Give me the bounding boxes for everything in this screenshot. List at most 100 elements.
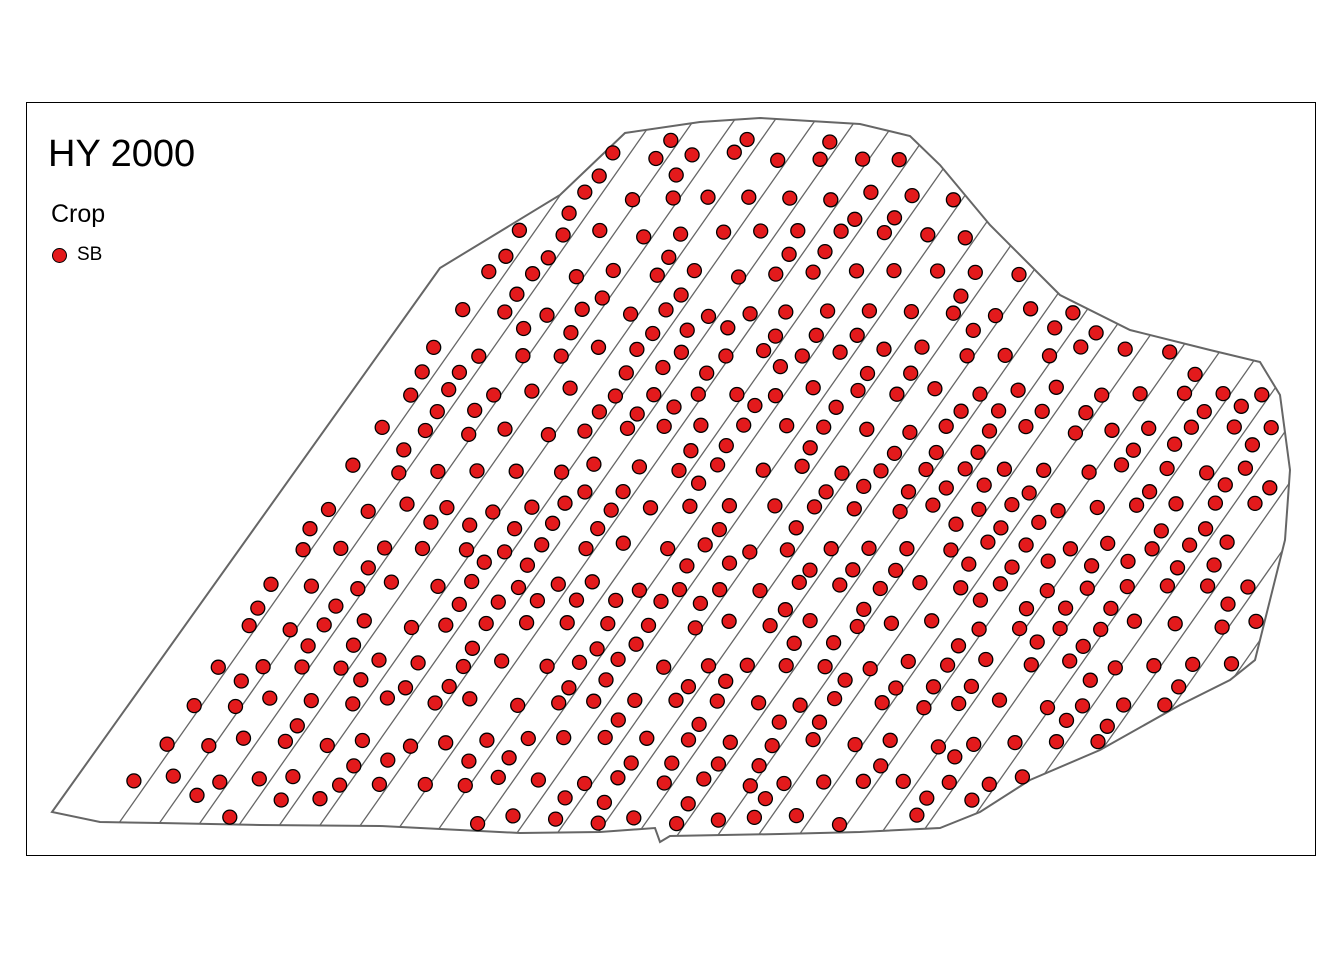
sample-point [462,691,478,707]
sample-point [505,808,521,824]
legend-swatch-sb [52,247,67,263]
sample-point [524,383,540,399]
strip-line [544,118,1067,842]
sample-point [403,387,419,403]
sample-point [624,192,641,208]
sample-point [819,303,836,319]
sample-point [1010,382,1026,398]
sample-point [687,620,703,636]
sample-point [951,695,967,712]
sample-point [1233,398,1249,414]
sample-point [571,654,588,671]
sample-point [636,229,652,245]
sample-point [721,555,738,571]
sample-point [561,680,577,696]
sample-point [441,678,457,695]
sample-point [847,736,863,753]
sample-point [859,365,876,382]
sample-point [600,615,616,632]
sample-point [767,498,783,514]
sample-point [992,576,1009,592]
sample-point [971,621,987,637]
sample-point [464,640,481,656]
sample-point [680,732,697,748]
sample-point [1187,366,1203,383]
sample-point [781,246,797,262]
sample-point [726,144,742,160]
sample-point [888,680,904,696]
sample-point [686,262,703,279]
sample-point [710,756,727,772]
sample-point [478,615,494,632]
sample-point [333,540,349,557]
strip-line [990,118,1290,842]
sample-point [802,562,818,578]
sample-point [771,714,787,730]
sample-point [485,504,501,520]
sample-point [930,739,947,755]
sample-point [1167,616,1183,632]
sample-point [1094,387,1110,403]
sample-point [458,542,475,558]
sample-point [1014,769,1031,785]
sample-point [762,617,778,634]
sample-point [957,230,973,246]
sample-point [496,544,513,560]
sample-point [562,380,578,396]
sample-point [235,730,252,746]
sample-point [1196,403,1212,420]
sample-point [417,422,434,439]
sample-point [451,596,467,613]
sample-point [777,602,794,618]
sample-point [788,807,805,824]
sample-point [832,577,848,593]
sample-point [1103,600,1119,617]
sample-point [693,417,709,433]
sample-point [710,812,727,828]
sample-point [628,636,644,652]
sample-point [690,475,707,491]
sample-point [455,301,471,318]
sample-point [1237,460,1254,476]
sample-point [712,582,728,598]
sample-point [1031,514,1047,531]
sample-point [1153,523,1169,539]
sample-point [961,556,977,572]
sample-point [1093,621,1109,638]
sample-point [889,386,905,402]
sample-point [282,622,298,638]
sample-point [1011,266,1027,283]
sample-point [1107,660,1123,676]
sample-point [251,771,267,787]
sample-point [520,730,536,747]
sample-point [553,348,569,364]
sample-point [592,222,608,239]
sample-point [462,517,478,533]
sample-point [438,735,454,751]
sample-point [873,463,889,479]
sample-point [481,263,497,280]
sample-point [966,736,982,753]
sample-point [991,692,1008,708]
sample-point [461,426,477,443]
sample-point [690,386,706,402]
sample-point [1065,305,1081,321]
sample-point [356,613,372,629]
sample-point [729,386,745,403]
sample-point [943,542,959,558]
sample-point [1219,534,1235,550]
sample-point [241,617,257,634]
sample-point [672,226,689,242]
sample-point [1128,497,1145,513]
sample-point [832,344,848,360]
sample-point [629,341,645,358]
sample-point [891,152,907,168]
sample-point [953,403,969,419]
sample-point [430,578,446,595]
sample-point [610,770,626,786]
sample-point [778,304,794,320]
sample-point [607,388,624,404]
sample-point [590,815,606,831]
sample-point [1120,553,1136,570]
sample-point [757,790,774,807]
